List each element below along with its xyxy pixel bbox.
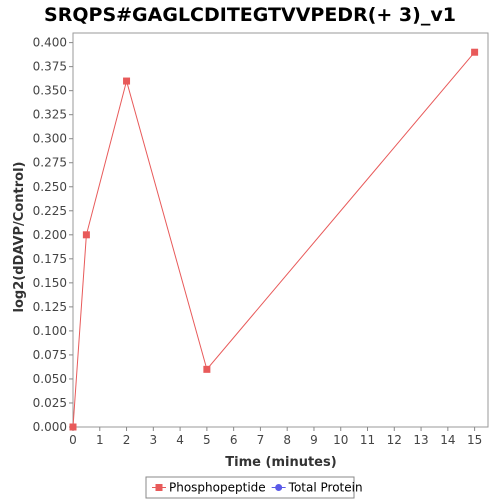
data-point-0-3 [203,365,211,373]
y-tick-label-1: 0.025 [33,396,67,410]
y-tick-label-9: 0.225 [33,204,67,218]
x-tick-label-5: 5 [203,433,211,447]
legend-marker-1 [275,484,283,491]
chart-title: SRQPS#GAGLCDITEGTVVPEDR(+ 3)_v1 [44,4,456,26]
y-tick-label-6: 0.150 [33,276,67,290]
legend: Phosphopeptide Total Protein [145,476,363,499]
y-tick-label-0: 0.000 [33,420,67,434]
y-tick-label-3: 0.075 [33,348,67,362]
x-tick-label-10: 10 [333,433,348,447]
x-tick-label-0: 0 [69,433,77,447]
y-tick-label-16: 0.400 [33,36,67,50]
x-tick-label-1: 1 [96,433,104,447]
y-tick-label-11: 0.275 [33,156,67,170]
x-tick-label-15: 15 [467,433,482,447]
x-tick-label-8: 8 [283,433,291,447]
x-tick-label-3: 3 [150,433,158,447]
x-tick-label-2: 2 [123,433,131,447]
series-layer [69,48,479,431]
x-tick-label-14: 14 [440,433,455,447]
data-point-0-2 [123,77,131,85]
legend-marker-0 [155,484,163,491]
y-tick-label-13: 0.325 [33,108,67,122]
x-tick-label-12: 12 [387,433,402,447]
y-tick-label-14: 0.350 [33,84,67,98]
y-tick-label-12: 0.300 [33,132,67,146]
legend-label-1: Total Protein [288,481,363,495]
y-tick-label-2: 0.050 [33,372,67,386]
data-point-0-0 [69,423,77,431]
legend-box [145,476,355,499]
data-point-0-1 [82,231,90,239]
y-tick-label-4: 0.100 [33,324,67,338]
y-tick-label-8: 0.200 [33,228,67,242]
plot-area [72,32,489,428]
y-tick-label-5: 0.125 [33,300,67,314]
y-axis: 0.000 0.025 0.050 0.075 0.100 0.125 0.150 0.175… [33,36,73,434]
x-axis-label: Time (minutes) [225,455,336,470]
x-axis: 0 1 2 3 4 5 6 7 8 9 10 11 12 13 14 15 [69,427,482,447]
x-tick-label-7: 7 [257,433,265,447]
x-tick-label-13: 13 [413,433,428,447]
x-tick-label-11: 11 [360,433,375,447]
x-tick-label-9: 9 [310,433,318,447]
data-point-0-4 [471,48,479,56]
y-axis-label: log2(dDAVP/Control) [12,162,27,313]
x-tick-label-6: 6 [230,433,238,447]
y-tick-label-7: 0.175 [33,252,67,266]
legend-label-0: Phosphopeptide [169,481,266,495]
y-tick-label-10: 0.250 [33,180,67,194]
x-tick-label-4: 4 [176,433,184,447]
y-tick-label-15: 0.375 [33,60,67,74]
